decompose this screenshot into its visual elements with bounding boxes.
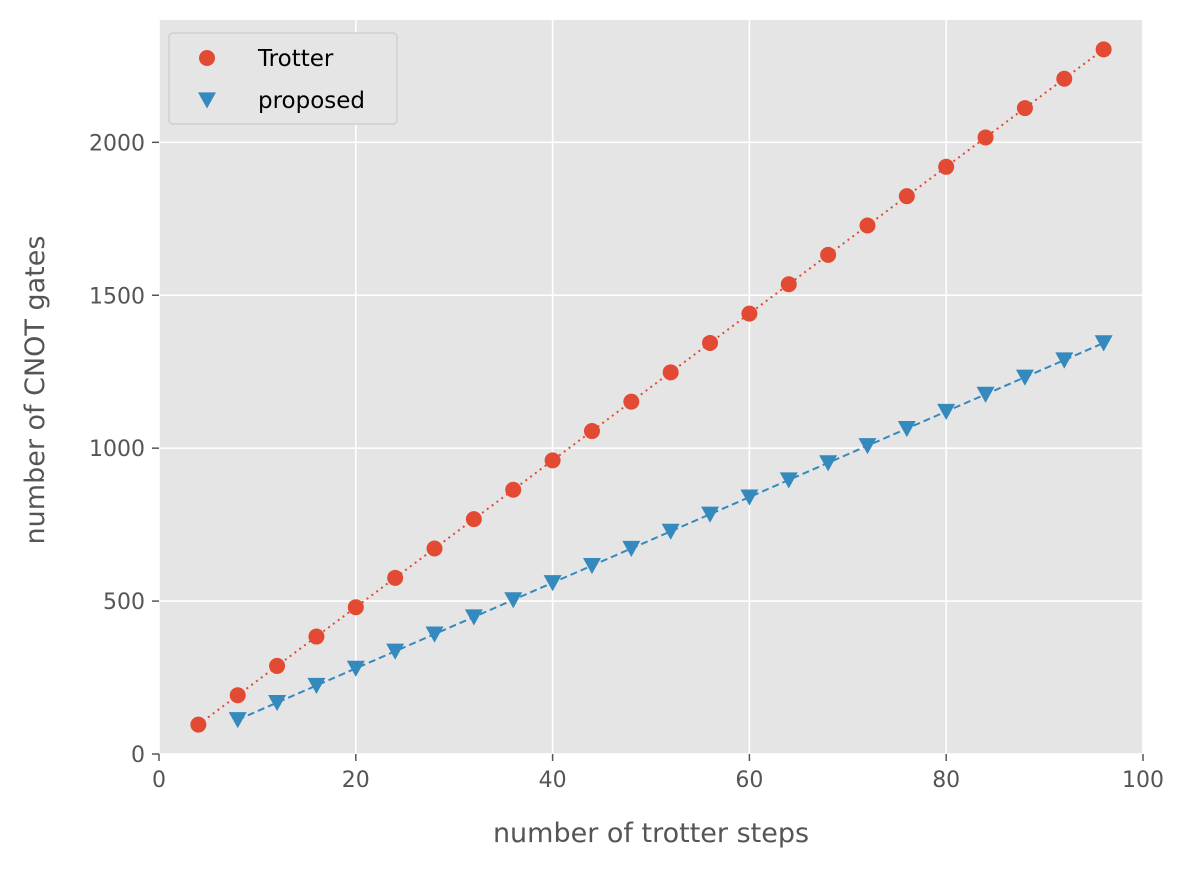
data-point — [543, 575, 562, 592]
data-point — [464, 609, 483, 626]
data-point — [347, 599, 364, 616]
data-point — [938, 158, 955, 175]
data-point — [504, 592, 523, 609]
data-series — [190, 41, 1113, 733]
data-point — [859, 217, 876, 234]
legend-box — [168, 32, 398, 125]
legend: Trotter proposed — [168, 32, 398, 125]
y-tick-label: 1000 — [89, 437, 145, 462]
x-tick-label: 100 — [1122, 768, 1164, 793]
legend-label: proposed — [258, 88, 365, 114]
data-point — [269, 657, 286, 674]
x-tick-label: 40 — [539, 768, 567, 793]
data-point — [1016, 100, 1033, 117]
data-point — [858, 438, 877, 455]
x-tick-label: 0 — [152, 768, 166, 793]
data-point — [661, 523, 680, 540]
data-point — [702, 334, 719, 351]
data-point — [820, 246, 837, 263]
x-axis-ticks: 0 20 40 60 80 100 — [152, 754, 1164, 793]
data-point — [228, 712, 247, 729]
data-point — [1056, 70, 1073, 87]
y-tick-label: 2000 — [89, 131, 145, 156]
data-point — [268, 694, 287, 712]
series-line — [237, 342, 1105, 721]
data-point — [623, 393, 640, 410]
data-point — [308, 628, 325, 645]
data-point — [190, 716, 207, 733]
data-point — [622, 540, 641, 558]
data-point — [977, 129, 994, 146]
data-point — [426, 540, 443, 557]
y-axis-label: number of CNOT gates — [20, 236, 51, 545]
data-point — [976, 386, 995, 403]
series-proposed — [228, 335, 1113, 729]
data-point — [819, 455, 838, 472]
data-point — [425, 626, 444, 643]
data-point — [465, 511, 482, 528]
y-axis-ticks: 0 500 1000 1500 2000 — [89, 131, 159, 768]
data-point — [386, 643, 405, 660]
data-point — [505, 481, 522, 498]
data-point — [740, 489, 759, 506]
x-tick-label: 20 — [342, 768, 370, 793]
x-tick-label: 80 — [932, 768, 960, 793]
data-point — [937, 403, 956, 421]
data-point — [229, 687, 246, 704]
y-tick-label: 0 — [131, 743, 145, 768]
legend-marker — [199, 50, 215, 66]
data-point — [307, 677, 326, 695]
y-tick-label: 500 — [103, 590, 145, 615]
x-tick-label: 60 — [735, 768, 763, 793]
data-point — [582, 557, 601, 575]
data-point — [897, 420, 916, 438]
data-point — [662, 364, 679, 381]
data-point — [1094, 335, 1113, 352]
data-point — [346, 660, 365, 677]
data-point — [1015, 369, 1034, 386]
data-point — [898, 188, 915, 205]
data-point — [583, 423, 600, 440]
data-point — [544, 452, 561, 469]
series-line — [197, 48, 1105, 726]
data-point — [701, 506, 720, 523]
legend-marker — [198, 92, 216, 109]
data-point — [1095, 41, 1112, 58]
legend-label: Trotter — [257, 46, 334, 72]
series-trotter — [190, 41, 1112, 733]
data-point — [779, 472, 798, 489]
x-axis-label: number of trotter steps — [493, 818, 809, 849]
data-point — [741, 305, 758, 322]
data-point — [387, 569, 404, 586]
data-point — [1055, 352, 1074, 369]
y-tick-label: 1500 — [89, 284, 145, 309]
data-point — [780, 276, 797, 293]
